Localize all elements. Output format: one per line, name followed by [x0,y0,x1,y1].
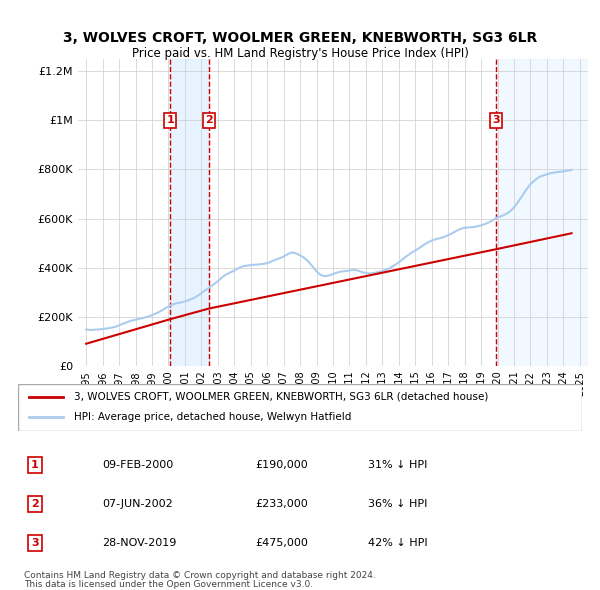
Text: 2: 2 [31,499,39,509]
Text: 3: 3 [492,116,500,125]
Text: 1: 1 [166,116,174,125]
Text: 3, WOLVES CROFT, WOOLMER GREEN, KNEBWORTH, SG3 6LR: 3, WOLVES CROFT, WOOLMER GREEN, KNEBWORT… [63,31,537,45]
Text: 31% ↓ HPI: 31% ↓ HPI [368,460,427,470]
Text: HPI: Average price, detached house, Welwyn Hatfield: HPI: Average price, detached house, Welw… [74,412,352,422]
Bar [170,59,209,366]
Bar [496,59,588,366]
Text: 36% ↓ HPI: 36% ↓ HPI [368,499,427,509]
Text: Price paid vs. HM Land Registry's House Price Index (HPI): Price paid vs. HM Land Registry's House … [131,47,469,60]
Text: Contains HM Land Registry data © Crown copyright and database right 2024.: Contains HM Land Registry data © Crown c… [24,571,376,580]
Text: 3, WOLVES CROFT, WOOLMER GREEN, KNEBWORTH, SG3 6LR (detached house): 3, WOLVES CROFT, WOOLMER GREEN, KNEBWORT… [74,392,489,402]
Text: 3: 3 [31,538,39,548]
Text: This data is licensed under the Open Government Licence v3.0.: This data is licensed under the Open Gov… [24,579,313,589]
Text: £475,000: £475,000 [255,538,308,548]
Text: 2: 2 [205,116,212,125]
FancyBboxPatch shape [18,384,582,431]
Text: £190,000: £190,000 [255,460,308,470]
Text: £233,000: £233,000 [255,499,308,509]
Text: 07-JUN-2002: 07-JUN-2002 [103,499,173,509]
Text: 42% ↓ HPI: 42% ↓ HPI [368,538,427,548]
Text: 28-NOV-2019: 28-NOV-2019 [103,538,177,548]
Text: 09-FEB-2000: 09-FEB-2000 [103,460,174,470]
Text: 1: 1 [31,460,39,470]
